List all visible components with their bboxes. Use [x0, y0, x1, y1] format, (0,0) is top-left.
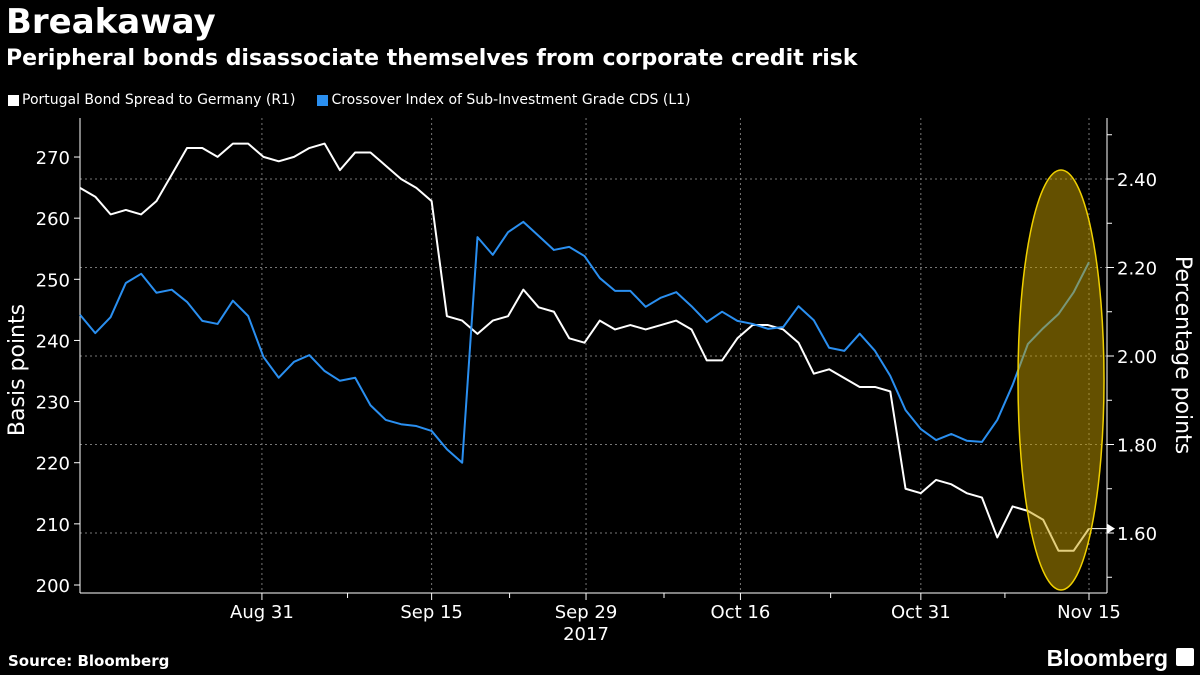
left-tick-label: 220: [36, 454, 70, 475]
left-tick-label: 200: [36, 576, 70, 597]
left-tick-label: 230: [36, 393, 70, 414]
source-note: Source: Bloomberg: [8, 652, 170, 670]
legend-swatch-blue: [317, 94, 329, 106]
x-year-label: 2017: [563, 624, 609, 645]
x-tick-label: Aug 31: [230, 602, 294, 623]
legend-label: Portugal Bond Spread to Germany (R1): [22, 92, 296, 108]
chart-subtitle: Peripheral bonds disassociate themselves…: [6, 46, 858, 71]
right-tick-label: 2.40: [1117, 170, 1157, 191]
right-tick-label: 2.00: [1117, 347, 1157, 368]
x-tick-label: Sep 15: [400, 602, 463, 623]
series-line-portugal: [79, 142, 1090, 552]
legend: Portugal Bond Spread to Germany (R1) Cro…: [8, 92, 691, 108]
left-tick-label: 270: [36, 148, 70, 169]
series-line-crossover: [79, 220, 1090, 464]
legend-label: Crossover Index of Sub-Investment Grade …: [331, 92, 691, 108]
x-tick-label: Oct 16: [711, 602, 771, 623]
legend-swatch-white: [8, 94, 19, 106]
left-tick-label: 250: [36, 270, 70, 291]
right-tick-label: 2.20: [1117, 259, 1157, 280]
x-tick-label: Nov 15: [1057, 602, 1121, 623]
left-tick-label: 240: [36, 331, 70, 352]
legend-item-crossover: Crossover Index of Sub-Investment Grade …: [317, 92, 691, 108]
right-tick-label: 1.80: [1117, 436, 1157, 457]
legend-item-portugal: Portugal Bond Spread to Germany (R1): [8, 92, 295, 108]
chart-title: Breakaway: [6, 2, 216, 42]
right-tick-label: 1.60: [1117, 524, 1157, 545]
highlight-ellipse: [1017, 169, 1105, 591]
right-axis-label: Percentage points: [1170, 256, 1195, 454]
left-tick-label: 260: [36, 209, 70, 230]
last-value-marker: [1107, 523, 1115, 534]
left-axis-label: Basis points: [5, 304, 30, 436]
x-tick-label: Sep 29: [555, 602, 618, 623]
bloomberg-chart-icon: [1176, 648, 1194, 666]
bloomberg-logo: Bloomberg: [1046, 645, 1168, 671]
x-tick-label: Oct 31: [891, 602, 951, 623]
left-tick-label: 210: [36, 515, 70, 536]
